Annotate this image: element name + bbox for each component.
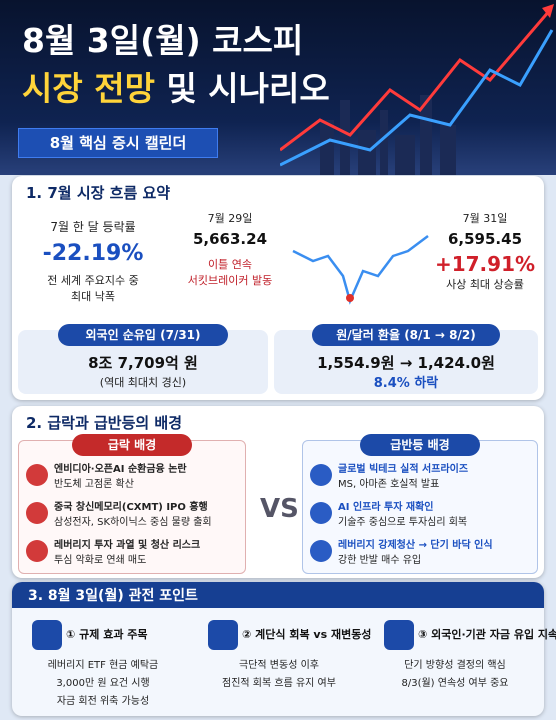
fx-label: 원/달러 환율 (8/1 → 8/2) [312, 324, 500, 346]
fx-value: 1,554.9원 → 1,424.0원 [317, 354, 495, 372]
monthly-note2: 최대 낙폭 [71, 290, 115, 303]
jul31-block: 7월 31일 6,595.45 +17.91% 사상 최대 상승률 [430, 210, 540, 292]
monthly-label: 7월 한 달 등락률 [50, 220, 136, 234]
vs-label: VS [260, 494, 299, 524]
item-line1: 글로벌 빅테크 실적 서프라이즈 [338, 464, 469, 475]
item-line2: 반도체 고점론 확산 [54, 479, 134, 490]
section3-title: 3. 8월 3일(월) 관전 포인트 [28, 588, 198, 604]
jul29-value: 5,663.24 [192, 230, 268, 248]
title-line2: 시장 전망 및 시나리오 [22, 62, 330, 110]
point-line: 자금 회전 위축 가능성 [56, 696, 150, 707]
item-icon [310, 464, 332, 486]
point-icon [208, 620, 238, 650]
section1-title: 1. 7월 시장 흐름 요약 [26, 184, 171, 202]
point-line: 단기 방향성 결정의 핵심 [404, 660, 506, 671]
header-graphic [280, 4, 554, 175]
item-line1: 레버리지 강제청산 → 단기 바닥 인식 [338, 540, 493, 551]
section2-title: 2. 급락과 급반등의 배경 [26, 414, 183, 432]
crash-title: 급락 배경 [72, 434, 192, 456]
point-title: ② 계단식 회복 vs 재변동성 [242, 628, 372, 641]
jul31-change: +17.91% [434, 252, 536, 276]
fx-note: 8.4% 하락 [373, 376, 439, 391]
foreign-note: (역대 최대치 경신) [99, 376, 187, 389]
jul29-note2: 서킷브레이커 발동 [187, 274, 273, 287]
item-line2: 강한 반발 매수 유입 [338, 555, 422, 566]
item-line1: 레버리지 투자 과열 및 청산 리스크 [54, 540, 201, 551]
item-icon [26, 502, 48, 524]
item-line2: MS, 아마존 호실적 발표 [338, 479, 440, 490]
jul31-note: 사상 최대 상승률 [446, 278, 524, 291]
trend-sparkline [292, 235, 429, 305]
item-line1: 중국 창신메모리(CXMT) IPO 흥행 [54, 502, 208, 513]
monthly-block: 7월 한 달 등락률 -22.19% 전 세계 주요지수 중 최대 낙폭 [18, 218, 168, 304]
rebound-box [302, 440, 538, 574]
point-line: 극단적 변동성 이후 [239, 660, 319, 671]
item-icon [26, 540, 48, 562]
foreign-value: 8조 7,709억 원 [88, 354, 198, 372]
section2-card: 2. 급락과 급반등의 배경 급락 배경 VS 급반등 배경 엔비디아·오픈AI… [12, 406, 544, 578]
header: 8월 3일(월) 코스피 시장 전망 및 시나리오 8월 핵심 증시 캘린더 [0, 0, 556, 175]
rebound-title: 급반등 배경 [360, 434, 480, 456]
section3-bar [12, 582, 544, 608]
point-title: ③ 외국인·기관 자금 유입 지속성 [418, 628, 556, 641]
title-rest: 및 시나리오 [166, 69, 330, 108]
subtitle: 8월 핵심 증시 캘린더 [18, 128, 218, 158]
jul29-note1: 이틀 연속 [208, 258, 252, 271]
jul31-date: 7월 31일 [462, 212, 508, 225]
jul31-value: 6,595.45 [447, 230, 523, 248]
point-line: 8/3(월) 연속성 여부 중요 [401, 678, 509, 689]
point-title: ① 규제 효과 주목 [66, 628, 148, 641]
point-line: 레버리지 ETF 현금 예탁금 [47, 660, 159, 671]
point-icon [32, 620, 62, 650]
item-line2: 기술주 중심으로 투자심리 회복 [338, 517, 468, 528]
item-line2: 삼성전자, SK하이닉스 중심 물량 출회 [54, 517, 212, 528]
item-icon [310, 540, 332, 562]
jul29-block: 7월 29일 5,663.24 이틀 연속 서킷브레이커 발동 [180, 210, 280, 288]
item-line2: 투심 악화로 연쇄 매도 [54, 555, 147, 566]
jul29-date: 7월 29일 [207, 212, 253, 225]
point-line: 점진적 회복 흐름 유지 여부 [222, 678, 336, 689]
item-icon [26, 464, 48, 486]
monthly-value: -22.19% [42, 241, 144, 266]
point-icon [384, 620, 414, 650]
item-line1: AI 인프라 투자 재확인 [338, 502, 434, 513]
foreign-label: 외국인 순유입 (7/31) [58, 324, 228, 346]
title-line1: 8월 3일(월) 코스피 [22, 21, 304, 60]
crash-box [18, 440, 246, 574]
item-line1: 엔비디아·오픈AI 순환금융 논란 [54, 464, 187, 475]
monthly-note1: 전 세계 주요지수 중 [47, 274, 139, 287]
title-highlight: 시장 전망 [22, 69, 155, 108]
point-line: 3,000만 원 요건 시행 [56, 678, 150, 689]
item-icon [310, 502, 332, 524]
section1-card: 1. 7월 시장 흐름 요약 7월 한 달 등락률 -22.19% 전 세계 주… [12, 176, 544, 400]
